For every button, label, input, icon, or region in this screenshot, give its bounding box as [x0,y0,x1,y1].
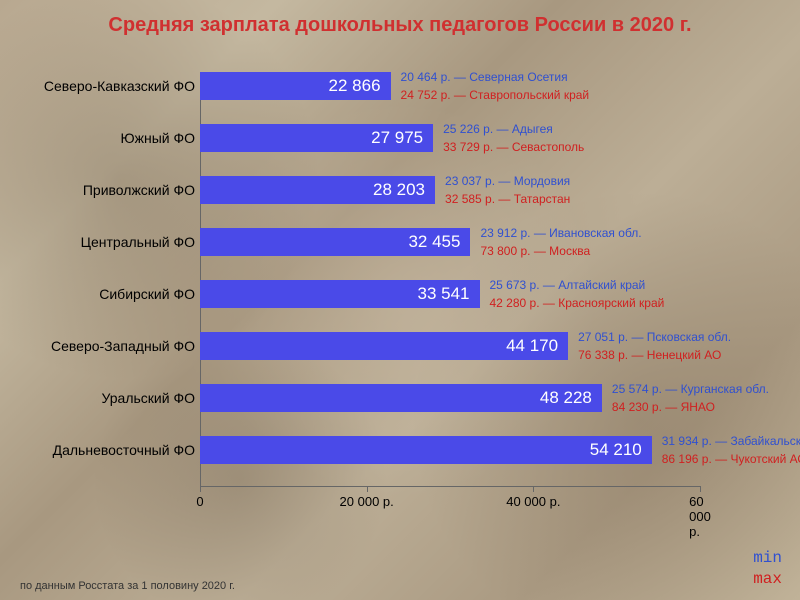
legend-max: max [753,569,782,590]
min-text: 25 574 р. — Курганская обл. [612,380,769,398]
bar-details: 25 574 р. — Курганская обл.84 230 р. — Я… [612,380,769,416]
bar: 28 203 [200,176,435,204]
bar-value: 44 170 [506,336,558,356]
bar: 48 228 [200,384,602,412]
min-text: 25 673 р. — Алтайский край [490,276,665,294]
min-text: 27 051 р. — Псковская обл. [578,328,731,346]
bar-details: 23 037 р. — Мордовия32 585 р. — Татарста… [445,172,570,208]
x-tick-label: 40 000 р. [506,494,560,509]
bar: 44 170 [200,332,568,360]
bar-value: 22 866 [329,76,381,96]
region-label: Северо-Кавказский ФО [0,78,195,94]
x-tick [533,486,534,492]
chart-title: Средняя зарплата дошкольных педагогов Ро… [0,14,800,37]
x-tick-label: 0 [196,494,203,509]
bar-value: 32 455 [408,232,460,252]
x-tick-label: 60 000 р. [689,494,711,539]
max-text: 76 338 р. — Ненецкий АО [578,346,731,364]
region-label: Центральный ФО [0,234,195,250]
bar-row: Приволжский ФО 28 203 23 037 р. — Мордовия… [0,164,800,216]
bar-row: Северо-Кавказский ФО 22 866 20 464 р. — Се… [0,60,800,112]
bar-value: 48 228 [540,388,592,408]
min-text: 23 912 р. — Ивановская обл. [480,224,641,242]
bar-row: Сибирский ФО 33 541 25 673 р. — Алтайский … [0,268,800,320]
bar-value: 33 541 [418,284,470,304]
max-text: 84 230 р. — ЯНАО [612,398,769,416]
bar-row: Северо-Западный ФО 44 170 27 051 р. — Пско… [0,320,800,372]
bar-row: Южный ФО 27 975 25 226 р. — Адыгея33 729 р… [0,112,800,164]
min-text: 25 226 р. — Адыгея [443,120,584,138]
bar-details: 27 051 р. — Псковская обл.76 338 р. — Не… [578,328,731,364]
max-text: 24 752 р. — Ставропольский край [401,86,590,104]
max-text: 42 280 р. — Красноярский край [490,294,665,312]
region-label: Уральский ФО [0,390,195,406]
min-text: 31 934 р. — Забайкальский край [662,432,800,450]
region-label: Южный ФО [0,130,195,146]
bar-row: Центральный ФО 32 455 23 912 р. — Ивановск… [0,216,800,268]
bar-row: Уральский ФО 48 228 25 574 р. — Курганская… [0,372,800,424]
bar-value: 54 210 [590,440,642,460]
region-label: Приволжский ФО [0,182,195,198]
legend: min max [753,548,782,590]
bar-row: Дальневосточный ФО 54 210 31 934 р. — Заба… [0,424,800,476]
bar: 27 975 [200,124,433,152]
max-text: 73 800 р. — Москва [480,242,641,260]
legend-min: min [753,548,782,569]
x-tick-label: 20 000 р. [340,494,394,509]
bar: 32 455 [200,228,470,256]
region-label: Сибирский ФО [0,286,195,302]
max-text: 33 729 р. — Севастополь [443,138,584,156]
min-text: 20 464 р. — Северная Осетия [401,68,590,86]
bar: 54 210 [200,436,652,464]
bar-chart: 020 000 р.40 000 р.60 000 р. Северо-Кавк… [0,60,800,540]
max-text: 32 585 р. — Татарстан [445,190,570,208]
region-label: Северо-Западный ФО [0,338,195,354]
x-axis: 020 000 р.40 000 р.60 000 р. [200,486,700,487]
region-label: Дальневосточный ФО [0,442,195,458]
bar-details: 25 673 р. — Алтайский край42 280 р. — Кр… [490,276,665,312]
bar: 22 866 [200,72,391,100]
x-tick [367,486,368,492]
bar-details: 23 912 р. — Ивановская обл.73 800 р. — М… [480,224,641,260]
min-text: 23 037 р. — Мордовия [445,172,570,190]
bar-details: 25 226 р. — Адыгея33 729 р. — Севастопол… [443,120,584,156]
source-note: по данным Росстата за 1 половину 2020 г. [20,580,235,592]
bar: 33 541 [200,280,480,308]
bar-details: 31 934 р. — Забайкальский край86 196 р. … [662,432,800,468]
bar-value: 27 975 [371,128,423,148]
x-tick [700,486,701,492]
max-text: 86 196 р. — Чукотский АО [662,450,800,468]
bar-details: 20 464 р. — Северная Осетия24 752 р. — С… [401,68,590,104]
x-tick [200,486,201,492]
bar-value: 28 203 [373,180,425,200]
